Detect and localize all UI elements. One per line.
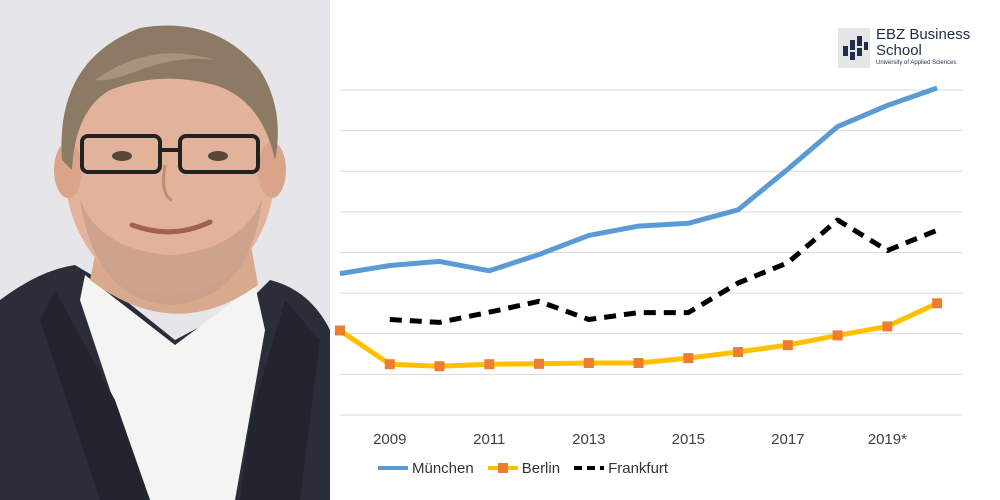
logo-text-line1: EBZ Business [876,26,971,43]
x-tick-label: 2009 [373,431,406,448]
data-point-berlin [384,359,395,370]
ebz-logo: EBZ Business School University of Applie… [838,26,998,72]
data-point-berlin [633,358,644,368]
legend-label-frankfurt: Frankfurt [608,459,669,477]
x-tick-label: 2019* [868,431,907,448]
data-point-berlin [782,340,793,351]
x-tick-label: 2013 [572,431,605,448]
data-point-berlin [882,321,893,332]
legend-item-frankfurt: Frankfurt [574,460,668,477]
chart-panel: 2009 2011 2013 2015 2017 2019* EBZ Business S… [330,0,1000,500]
legend-swatch-berlin [487,463,518,473]
line-chart: 2009 2011 2013 2015 2017 2019* [335,85,962,448]
data-point-berlin [534,358,545,369]
data-point-berlin [932,298,943,309]
x-tick-label: 2011 [473,431,505,448]
portrait-photo [0,0,330,500]
x-tick-label: 2017 [771,431,804,448]
data-point-berlin [683,353,694,364]
data-point-berlin [733,347,744,358]
series-line-muenchen [339,85,938,277]
x-tick-label: 2015 [672,431,705,448]
logo-text-line2: School [876,42,922,59]
legend-swatch-muenchen [378,466,408,470]
legend-label-berlin: Berlin [521,459,561,477]
series-line-berlin [338,301,939,369]
data-point-berlin [484,359,495,370]
portrait-illustration [0,0,330,500]
legend-item-berlin: Berlin [487,459,561,477]
data-point-berlin [832,330,843,341]
chart-legend: München Berlin Frankfurt [378,458,668,478]
data-point-berlin [583,358,594,368]
legend-item-muenchen: München [378,460,474,477]
logo-mark-icon [838,28,870,68]
logo-text-line3: University of Applied Sciences [876,60,957,66]
data-point-berlin [335,325,345,336]
data-point-berlin [434,361,445,372]
series-line-frankfurt [389,217,939,325]
legend-swatch-frankfurt [574,466,605,470]
legend-label-muenchen: München [412,459,474,477]
